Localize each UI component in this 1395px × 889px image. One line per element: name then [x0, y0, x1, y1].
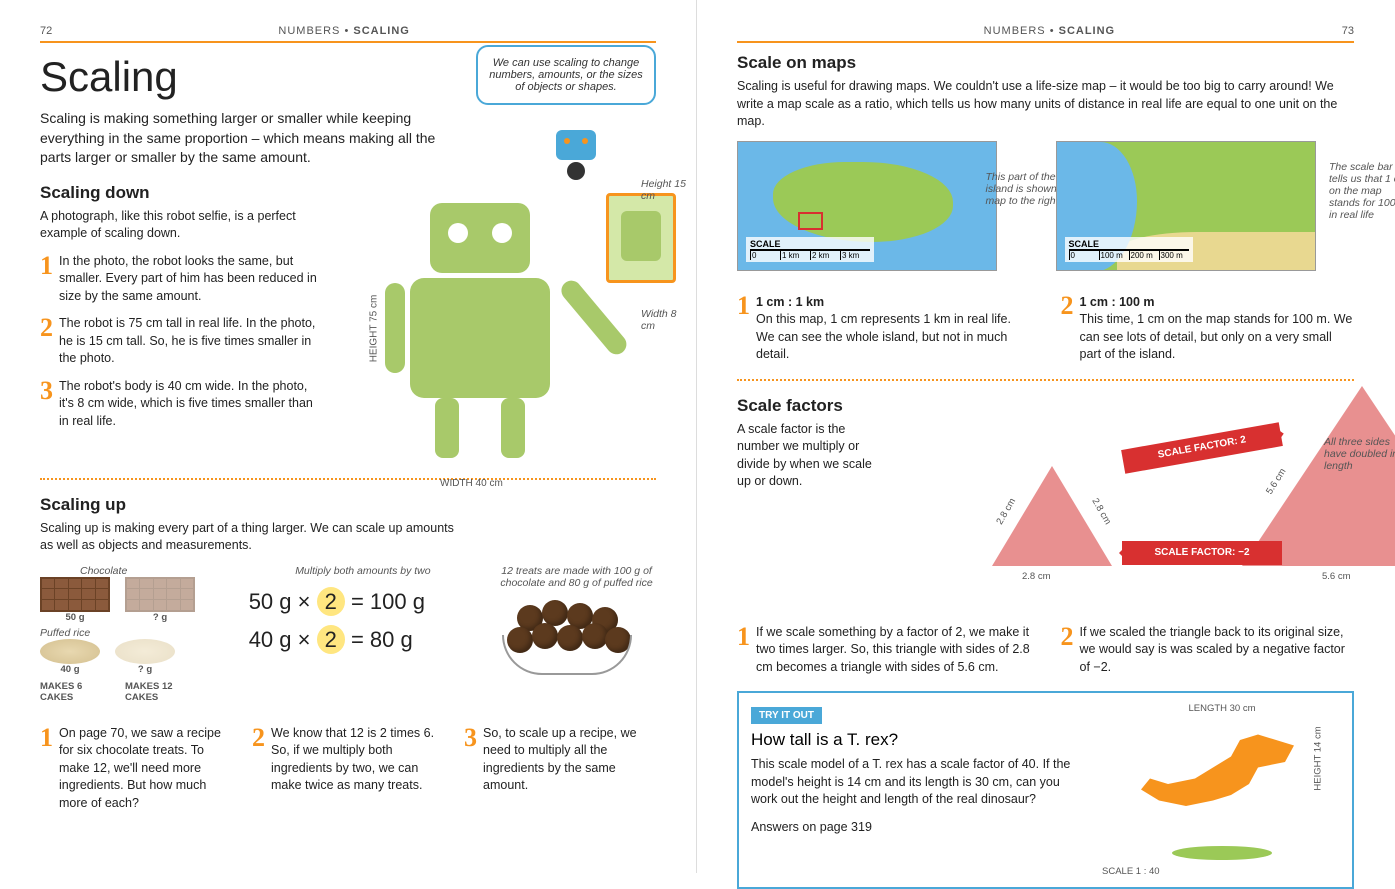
lead-text: A scale factor is the number we multiply…: [737, 421, 877, 491]
map-annot-2: The scale bar tells us that 1 cm on the …: [1329, 161, 1395, 221]
header-rule: [40, 41, 656, 43]
scale-bar-1: SCALE 01 km2 km3 km: [746, 237, 874, 262]
divider: [737, 379, 1354, 381]
subheading: Scale factors: [737, 396, 877, 416]
robot-mini-icon: [551, 130, 601, 180]
rice-icon: [40, 639, 100, 664]
lead-text: A photograph, like this robot selfie, is…: [40, 208, 320, 243]
dino-diagram: LENGTH 30 cm HEIGHT 14 cm SCALE 1 : 40: [1092, 693, 1352, 887]
robot-diagram: HEIGHT 75 cm WIDTH 40 cm Height 15 cm Wi…: [340, 183, 656, 463]
step-number: 1: [40, 253, 53, 306]
chocolate-unknown-icon: [125, 577, 195, 612]
width-label: WIDTH 40 cm: [440, 478, 503, 489]
height-label: HEIGHT 75 cm: [368, 294, 379, 362]
equations-col: Multiply both amounts by two 50 g × 2 = …: [249, 565, 477, 665]
photo-height-annot: Height 15 cm: [641, 178, 691, 202]
section-label: NUMBERS • SCALING: [984, 25, 1115, 37]
step-number: 3: [40, 378, 53, 431]
scaling-up-section: Scaling up Scaling up is making every pa…: [40, 495, 656, 813]
triangle-diagram: SCALE FACTOR: 2 SCALE FACTOR: −2 2.8 cm …: [892, 406, 1354, 606]
big-triangle-icon: [1242, 386, 1395, 566]
header-right: NUMBERS • SCALING 73: [737, 25, 1354, 37]
tryout-label: TRY IT OUT: [751, 707, 822, 724]
rice-unknown-icon: [115, 639, 175, 664]
photo-icon: [606, 193, 676, 283]
lead-text: Scaling is useful for drawing maps. We c…: [737, 78, 1354, 131]
intro-text: Scaling is making something larger or sm…: [40, 109, 460, 168]
map-1: SCALE 01 km2 km3 km: [737, 141, 997, 271]
lead-text: Scaling up is making every part of a thi…: [40, 520, 460, 555]
scaling-down-section: Scaling down A photograph, like this rob…: [40, 183, 656, 463]
chocolate-icon: [40, 577, 110, 612]
page-number: 73: [1342, 25, 1354, 37]
header-left: 72 NUMBERS • SCALING: [40, 25, 656, 37]
scale-bar-2: SCALE 0100 m200 m300 m: [1065, 237, 1193, 262]
page-number: 72: [40, 25, 52, 37]
treats-bowl-icon: [497, 595, 637, 675]
tryout-body: This scale model of a T. rex has a scale…: [751, 756, 1080, 809]
section-label: NUMBERS • SCALING: [278, 25, 409, 37]
maps-row: SCALE 01 km2 km3 km This part of the isl…: [737, 141, 1354, 271]
ingredients-col: Chocolate 50 g ? g Puffed rice 40 g ? g: [40, 565, 229, 703]
map-2: SCALE 0100 m200 m300 m: [1056, 141, 1316, 271]
equation: 50 g × 2 = 100 g: [249, 589, 477, 615]
try-it-out-box: TRY IT OUT How tall is a T. rex? This sc…: [737, 691, 1354, 889]
photo-width-annot: Width 8 cm: [641, 308, 691, 332]
page-left: 72 NUMBERS • SCALING We can use scaling …: [0, 0, 697, 873]
subheading: Scaling up: [40, 495, 656, 515]
step-number: 2: [40, 315, 53, 368]
equation: 40 g × 2 = 80 g: [249, 627, 477, 653]
dinosaur-icon: [1132, 729, 1312, 839]
subheading: Scaling down: [40, 183, 320, 203]
treats-col: 12 treats are made with 100 g of chocola…: [497, 565, 656, 675]
scale-factor-arrow-rev: SCALE FACTOR: −2: [1122, 541, 1282, 565]
header-rule: [737, 41, 1354, 43]
tryout-answers: Answers on page 319: [751, 819, 1080, 837]
divider: [40, 478, 656, 480]
page-right: NUMBERS • SCALING 73 Scale on maps Scali…: [697, 0, 1394, 873]
tryout-heading: How tall is a T. rex?: [751, 730, 1080, 750]
subheading: Scale on maps: [737, 53, 1354, 73]
speech-bubble: We can use scaling to change numbers, am…: [476, 45, 656, 105]
